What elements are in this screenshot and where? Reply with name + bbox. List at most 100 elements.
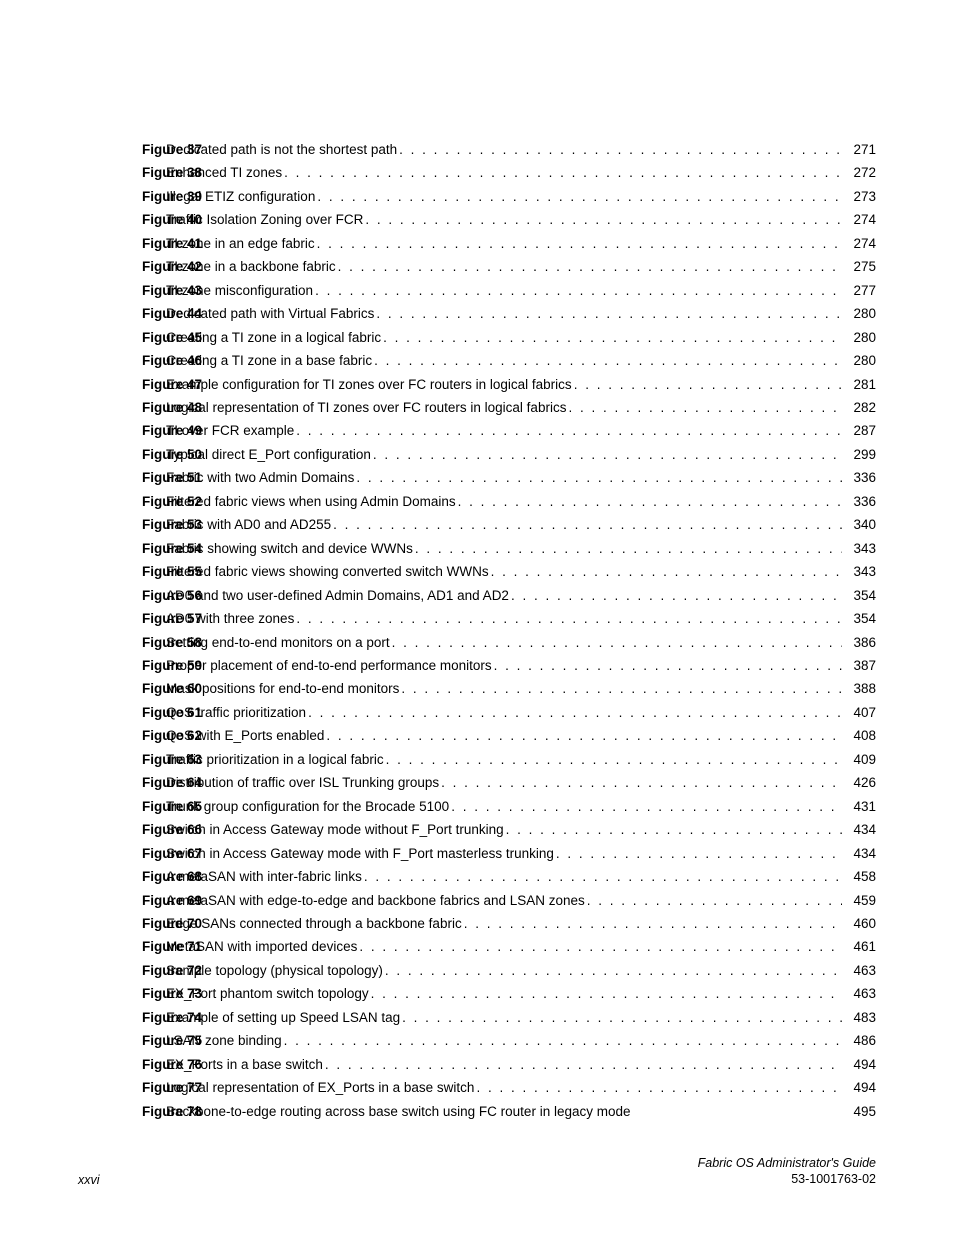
figure-title: Fabric with two Admin Domains <box>166 466 354 489</box>
leader-dots <box>326 724 842 747</box>
figure-title: Sample topology (physical topology) <box>166 959 383 982</box>
figure-row: Figure 42TI zone in a backbone fabric275 <box>78 255 876 278</box>
figure-label: Figure 73 <box>78 982 166 1005</box>
leader-dots <box>451 795 842 818</box>
figure-page: 354 <box>844 584 876 607</box>
figure-title: Dedicated path with Virtual Fabrics <box>166 302 374 325</box>
figure-row: Figure 59Proper placement of end-to-end … <box>78 654 876 677</box>
figure-row: Figure 51Fabric with two Admin Domains33… <box>78 466 876 489</box>
figure-title: Filtered fabric views showing converted … <box>166 560 489 583</box>
figure-title: LSAN zone binding <box>166 1029 282 1052</box>
figure-row: Figure 60Mask positions for end-to-end m… <box>78 677 876 700</box>
figure-title: Traffic Isolation Zoning over FCR <box>166 208 363 231</box>
figure-row: Figure 43TI zone misconfiguration277 <box>78 279 876 302</box>
figure-row: Figure 56AD0 and two user-defined Admin … <box>78 584 876 607</box>
leader-dots <box>315 279 842 302</box>
figure-page: 431 <box>844 795 876 818</box>
figure-row: Figure 45Creating a TI zone in a logical… <box>78 326 876 349</box>
figure-row: Figure 78Backbone-to-edge routing across… <box>78 1100 876 1123</box>
figure-title: Illegal ETIZ configuration <box>166 185 315 208</box>
leader-dots <box>494 654 842 677</box>
figure-row: Figure 50Typical direct E_Port configura… <box>78 443 876 466</box>
leader-dots <box>371 982 842 1005</box>
figure-page: 494 <box>844 1053 876 1076</box>
list-of-figures: Figure 37Dedicated path is not the short… <box>78 138 876 1123</box>
figure-page: 434 <box>844 842 876 865</box>
figure-page: 407 <box>844 701 876 724</box>
figure-page: 461 <box>844 935 876 958</box>
figure-row: Figure 38Enhanced TI zones272 <box>78 161 876 184</box>
leader-dots <box>308 701 842 724</box>
figure-label: Figure 40 <box>78 208 166 231</box>
figure-page: 426 <box>844 771 876 794</box>
figure-row: Figure 57AD0 with three zones354 <box>78 607 876 630</box>
figure-title: Fabric showing switch and device WWNs <box>166 537 413 560</box>
figure-title: Backbone-to-edge routing across base swi… <box>166 1100 631 1123</box>
footer-doc-number: 53-1001763-02 <box>698 1171 876 1187</box>
figure-title: A metaSAN with inter-fabric links <box>166 865 362 888</box>
leader-dots <box>296 607 842 630</box>
figure-label: Figure 60 <box>78 677 166 700</box>
figure-page: 458 <box>844 865 876 888</box>
figure-label: Figure 77 <box>78 1076 166 1099</box>
figure-page: 434 <box>844 818 876 841</box>
figure-row: Figure 71MetaSAN with imported devices46… <box>78 935 876 958</box>
figure-title: Trunk group configuration for the Brocad… <box>166 795 449 818</box>
figure-page: 280 <box>844 326 876 349</box>
figure-label: Figure 57 <box>78 607 166 630</box>
figure-label: Figure 70 <box>78 912 166 935</box>
figure-title: Setting end-to-end monitors on a port <box>166 631 390 654</box>
figure-page: 275 <box>844 255 876 278</box>
figure-title: Mask positions for end-to-end monitors <box>166 677 399 700</box>
figure-page: 460 <box>844 912 876 935</box>
figure-page: 282 <box>844 396 876 419</box>
figure-label: Figure 53 <box>78 513 166 536</box>
figure-page: 459 <box>844 889 876 912</box>
figure-row: Figure 68A metaSAN with inter-fabric lin… <box>78 865 876 888</box>
figure-title: Filtered fabric views when using Admin D… <box>166 490 456 513</box>
leader-dots <box>392 631 842 654</box>
leader-dots <box>506 818 842 841</box>
figure-label: Figure 45 <box>78 326 166 349</box>
figure-row: Figure 67Switch in Access Gateway mode w… <box>78 842 876 865</box>
figure-label: Figure 69 <box>78 889 166 912</box>
leader-dots <box>574 373 842 396</box>
leader-dots <box>325 1053 842 1076</box>
figure-page: 463 <box>844 959 876 982</box>
figure-page: 483 <box>844 1006 876 1029</box>
figure-row: Figure 75LSAN zone binding486 <box>78 1029 876 1052</box>
figure-title: Switch in Access Gateway mode without F_… <box>166 818 504 841</box>
figure-label: Figure 65 <box>78 795 166 818</box>
figure-title: Fabric with AD0 and AD255 <box>166 513 331 536</box>
figure-row: Figure 65Trunk group configuration for t… <box>78 795 876 818</box>
leader-dots <box>376 302 842 325</box>
leader-dots <box>587 889 842 912</box>
figure-label: Figure 39 <box>78 185 166 208</box>
leader-dots <box>491 560 842 583</box>
figure-title: AD0 with three zones <box>166 607 294 630</box>
leader-dots <box>401 677 842 700</box>
figure-label: Figure 46 <box>78 349 166 372</box>
figure-label: Figure 72 <box>78 959 166 982</box>
figure-row: Figure 37Dedicated path is not the short… <box>78 138 876 161</box>
figure-title: A metaSAN with edge-to-edge and backbone… <box>166 889 585 912</box>
figure-label: Figure 61 <box>78 701 166 724</box>
leader-dots <box>374 349 842 372</box>
figure-page: 388 <box>844 677 876 700</box>
figure-label: Figure 74 <box>78 1006 166 1029</box>
figure-page: 340 <box>844 513 876 536</box>
leader-dots <box>385 959 842 982</box>
figure-label: Figure 66 <box>78 818 166 841</box>
figure-row: Figure 63Traffic prioritization in a log… <box>78 748 876 771</box>
leader-dots <box>415 537 842 560</box>
footer-page-number: xxvi <box>78 1173 100 1187</box>
leader-dots <box>284 161 842 184</box>
figure-row: Figure 44Dedicated path with Virtual Fab… <box>78 302 876 325</box>
leader-dots <box>333 513 842 536</box>
figure-page: 408 <box>844 724 876 747</box>
figure-row: Figure 46Creating a TI zone in a base fa… <box>78 349 876 372</box>
figure-label: Figure 38 <box>78 161 166 184</box>
figure-page: 274 <box>844 208 876 231</box>
figure-row: Figure 66Switch in Access Gateway mode w… <box>78 818 876 841</box>
figure-label: Figure 64 <box>78 771 166 794</box>
